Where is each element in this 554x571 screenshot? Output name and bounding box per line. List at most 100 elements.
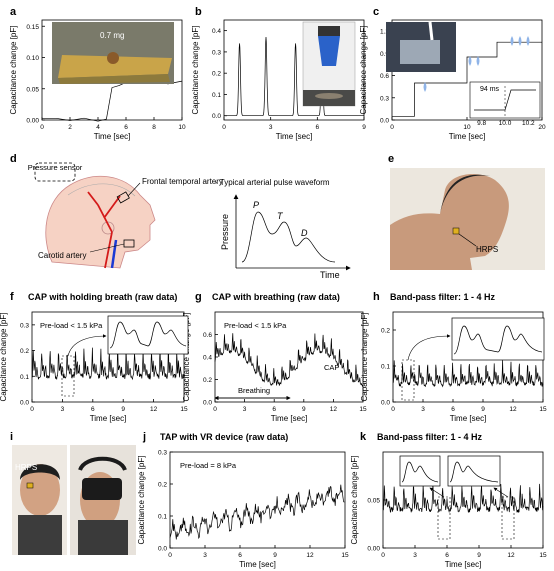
chart-f: 0 3 6 9 12 15 0.0 0.1 0.2 0.3 Time [sec] Capacitanc… xyxy=(0,311,188,423)
x-tick-label: 9 xyxy=(481,406,485,413)
x-tick-label: 12 xyxy=(330,406,338,413)
y-tick-label: 0.3 xyxy=(212,49,221,56)
series-line-c xyxy=(392,41,542,117)
inset-mass-label: 0.7 mg xyxy=(100,31,124,40)
y-tick-label: 0.3 xyxy=(380,95,389,102)
y-tick-label: 0.1 xyxy=(158,514,167,521)
y-axis-label: Capacitance change [pF] xyxy=(0,313,8,402)
y-tick-label: 0.00 xyxy=(26,118,39,125)
peak-p: P xyxy=(253,200,259,210)
x-tick-label: 0 xyxy=(390,124,394,131)
plot-frame xyxy=(31,311,185,403)
x-tick-label: 4 xyxy=(96,124,100,131)
zoom-inset-h xyxy=(401,317,545,401)
y-tick-label: 0.9 xyxy=(380,51,389,58)
y-tick-label: 0.3 xyxy=(20,322,29,329)
drop-icon xyxy=(423,82,427,92)
preload-g: Pre-load < 1.5 kPa xyxy=(224,321,287,330)
inset-x-tick-label: 10.0 xyxy=(499,120,512,127)
x-tick-label: 2 xyxy=(68,124,72,131)
x-tick-label: 6 xyxy=(316,124,320,131)
title-g: CAP with breathing (raw data) xyxy=(212,292,340,302)
plot-frame xyxy=(41,19,183,121)
subject-photo-i: HRPS xyxy=(12,445,136,555)
breathing-label: Breathing xyxy=(238,386,270,395)
x-tick-label: 15 xyxy=(359,406,367,413)
x-tick-label: 6 xyxy=(451,406,455,413)
y-tick-label: 0.3 xyxy=(158,450,167,457)
x-tick-label: 20 xyxy=(538,124,546,131)
x-tick-label: 9 xyxy=(302,406,306,413)
hrps-label-e: HRPS xyxy=(476,245,498,254)
y-tick-label: 0.1 xyxy=(20,374,29,381)
chart-g: 0 3 6 9 12 15 0.0 0.2 0.4 0.6 Time [sec] Capacitanc… xyxy=(182,311,367,423)
x-tick-label: 6 xyxy=(272,406,276,413)
panel-label-c: c xyxy=(373,6,379,18)
zoom-inset-f xyxy=(61,315,189,397)
x-tick-label: 9 xyxy=(477,552,481,559)
y-tick-label: 0.1 xyxy=(212,92,221,99)
y-tick-label: 0.10 xyxy=(26,55,39,62)
x-tick-label: 9 xyxy=(121,406,125,413)
x-axis-label: Time [sec] xyxy=(94,132,131,141)
y-tick-label: 0.2 xyxy=(158,482,167,489)
vr-headset xyxy=(82,478,122,500)
inset-step-line xyxy=(474,89,536,111)
waveform-xlabel: Time xyxy=(320,270,340,280)
y-tick-label: 0.6 xyxy=(380,73,389,80)
pressure-sensor-label: Pressure sensor xyxy=(28,163,83,172)
cap-label: CAP xyxy=(324,363,339,372)
y-tick-label: 0.4 xyxy=(212,28,221,35)
y-tick-label: 0.0 xyxy=(380,118,389,125)
chart-j: 0 3 6 9 12 15 0.0 0.1 0.2 0.3 Time [sec] Capacitanc… xyxy=(137,450,349,570)
y-tick-label: 0.2 xyxy=(212,71,221,78)
inset-x-tick-label: 9.8 xyxy=(477,120,486,127)
panel-label-b: b xyxy=(195,6,202,18)
subject-photo-e: HRPS xyxy=(390,168,545,270)
x-tick-label: 15 xyxy=(341,552,349,559)
y-tick-label: 0.2 xyxy=(203,377,212,384)
y-tick-label: 0.0 xyxy=(381,400,390,407)
series-line-b xyxy=(224,36,364,117)
y-tick-label: 0.2 xyxy=(381,328,390,335)
series-line-a xyxy=(42,80,183,122)
series-line-k xyxy=(382,483,544,514)
x-tick-label: 9 xyxy=(362,124,366,131)
x-tick-label: 6 xyxy=(445,552,449,559)
x-axis-label: Time [sec] xyxy=(449,132,486,141)
x-tick-label: 0 xyxy=(391,406,395,413)
x-tick-label: 8 xyxy=(152,124,156,131)
y-axis-label: Capacitance change [pF] xyxy=(359,26,368,115)
x-tick-label: 3 xyxy=(269,124,273,131)
y-tick-label: 0.00 xyxy=(367,546,380,553)
y-tick-label: 0.4 xyxy=(203,355,212,362)
y-tick-label: 0.05 xyxy=(367,498,380,505)
y-tick-label: 0.6 xyxy=(203,332,212,339)
y-tick-label: 0.05 xyxy=(26,86,39,93)
panel-label-d: d xyxy=(10,153,17,165)
x-tick-label: 15 xyxy=(539,552,547,559)
x-tick-label: 6 xyxy=(238,552,242,559)
y-axis-label: Capacitance change [pF] xyxy=(191,26,200,115)
x-axis-label: Time [sec] xyxy=(271,414,308,423)
plot-frame xyxy=(223,19,365,121)
title-h: Band-pass filter: 1 - 4 Hz xyxy=(390,292,496,302)
x-tick-label: 3 xyxy=(243,406,247,413)
x-tick-label: 12 xyxy=(150,406,158,413)
chart-h: 0 3 6 9 12 15 0.0 0.1 0.2 Time [sec] Capacitance c… xyxy=(360,311,547,423)
x-axis-label: Time [sec] xyxy=(239,560,276,569)
waveform-title: - Typical arterial pulse waveform xyxy=(215,178,330,187)
preload-f: Pre-load < 1.5 kPa xyxy=(40,321,103,330)
y-tick-label: 1.2 xyxy=(380,29,389,36)
plot-frame xyxy=(169,451,346,549)
pressure-sensor-box xyxy=(34,162,76,182)
x-tick-label: 0 xyxy=(213,406,217,413)
zoom-inset-k xyxy=(399,455,515,540)
chart-c: 0 10 20 0.0 0.3 0.6 0.9 1.2 Time [sec] Capacitanc… xyxy=(359,19,546,141)
panel-label-f: f xyxy=(10,291,14,303)
preload-j: Pre-load = 8 kPa xyxy=(180,461,237,470)
x-tick-label: 10 xyxy=(178,124,186,131)
panel-label-g: g xyxy=(195,291,202,303)
x-tick-label: 12 xyxy=(509,406,517,413)
peak-d: D xyxy=(301,228,308,238)
